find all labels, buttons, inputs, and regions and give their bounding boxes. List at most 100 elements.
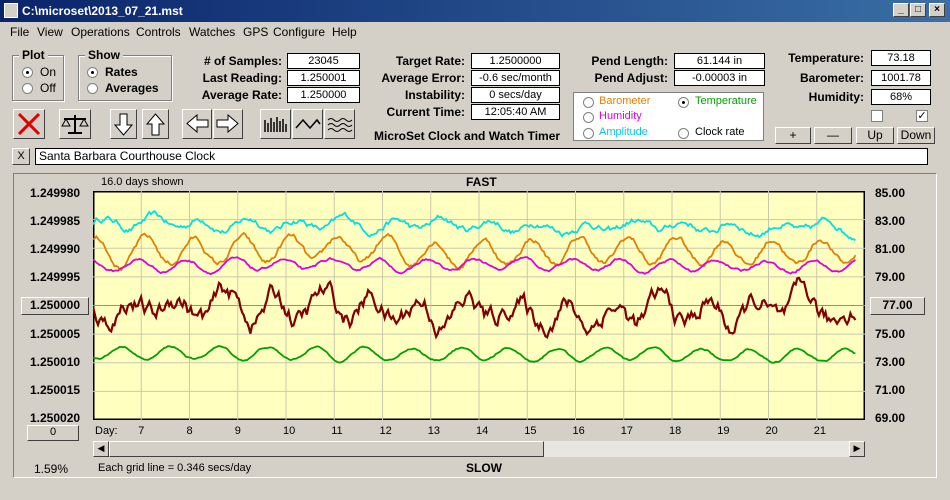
right-value-button[interactable]: 77.00 bbox=[870, 297, 925, 315]
checkbox-right[interactable]: ✓ bbox=[916, 110, 928, 122]
wave-icon bbox=[295, 118, 321, 130]
show-rates-label: Rates bbox=[105, 65, 138, 79]
current-time-label: Current Time: bbox=[386, 105, 465, 119]
last-reading-value: 1.250001 bbox=[287, 70, 360, 86]
day-tick-label: 18 bbox=[669, 425, 682, 437]
samples-value: 23045 bbox=[287, 53, 360, 69]
red-x-icon bbox=[17, 112, 41, 136]
close-window-button[interactable]: × bbox=[929, 3, 945, 17]
right-tick-label: 69.00 bbox=[875, 411, 906, 425]
arrow-right-icon bbox=[216, 113, 239, 134]
average-rate-label: Average Rate: bbox=[201, 88, 282, 102]
bar-view-button[interactable] bbox=[260, 109, 291, 139]
down-button[interactable]: Down bbox=[897, 127, 935, 144]
right-tick-label: 79.00 bbox=[875, 270, 906, 284]
average-rate-value: 1.250000 bbox=[287, 87, 360, 103]
right-tick-label: 81.00 bbox=[875, 242, 906, 256]
checkbox-left[interactable] bbox=[871, 110, 883, 122]
last-reading-label: Last Reading: bbox=[202, 71, 282, 85]
grid-note: Each grid line = 0.346 secs/day bbox=[98, 462, 252, 474]
series-line-amplitude bbox=[93, 209, 856, 242]
app-icon bbox=[4, 3, 18, 18]
day-tick-label: 20 bbox=[765, 425, 778, 437]
clock-name-input[interactable]: Santa Barbara Courthouse Clock bbox=[35, 148, 928, 165]
right-tick-label: 85.00 bbox=[875, 186, 906, 200]
temperature-radio[interactable] bbox=[678, 97, 689, 108]
instability-value: 0 secs/day bbox=[471, 87, 560, 103]
scroll-left-button[interactable]: ◀ bbox=[93, 441, 109, 457]
calibrate-button[interactable] bbox=[59, 109, 91, 139]
temperature-label: Temperature: bbox=[788, 51, 864, 65]
scroll-right-button[interactable]: ▶ bbox=[849, 441, 865, 457]
left-tick-label: 1.249980 bbox=[30, 186, 81, 200]
average-error-value: -0.6 sec/month bbox=[471, 70, 560, 86]
plot-off-label: Off bbox=[40, 81, 56, 95]
menu-configure[interactable]: Configure bbox=[273, 25, 326, 39]
slow-label: SLOW bbox=[466, 461, 502, 475]
window-title: C:\microset\2013_07_21.mst bbox=[22, 4, 183, 18]
scroll-thumb[interactable] bbox=[109, 441, 544, 457]
menu-bar: File View Operations Controls Watches GP… bbox=[0, 22, 950, 42]
instability-label: Instability: bbox=[404, 88, 465, 102]
pend-length-value: 61.144 in bbox=[674, 53, 765, 69]
noise-icon bbox=[327, 118, 353, 132]
show-averages-label: Averages bbox=[105, 81, 159, 95]
left-arrow-button[interactable] bbox=[182, 109, 212, 139]
minimize-button[interactable]: _ bbox=[893, 3, 909, 17]
series-line-humidity bbox=[93, 256, 856, 276]
series-line-temperature bbox=[93, 345, 856, 364]
day-tick-label: 17 bbox=[620, 425, 633, 437]
time-scrollbar[interactable]: ◀ ▶ bbox=[93, 441, 865, 457]
target-rate-value: 1.2500000 bbox=[471, 53, 560, 69]
amplitude-radio[interactable] bbox=[583, 128, 594, 139]
left-tick-label: 1.250005 bbox=[30, 327, 81, 341]
left-tick-label: 1.250015 bbox=[30, 383, 81, 397]
up-button[interactable]: Up bbox=[856, 127, 894, 144]
menu-help[interactable]: Help bbox=[332, 25, 357, 39]
days-shown-label: 16.0 days shown bbox=[101, 176, 184, 188]
maximize-button[interactable]: □ bbox=[910, 3, 926, 17]
day-tick-label: 16 bbox=[572, 425, 585, 437]
fast-label: FAST bbox=[466, 175, 497, 189]
menu-gps[interactable]: GPS bbox=[243, 25, 269, 39]
menu-file[interactable]: File bbox=[10, 25, 30, 39]
stop-button[interactable] bbox=[13, 109, 45, 139]
plot-group-title: Plot bbox=[19, 48, 48, 62]
humidity-legend-label: Humidity bbox=[599, 110, 642, 122]
clock-rate-radio[interactable] bbox=[678, 128, 689, 139]
up-arrow-button[interactable] bbox=[142, 109, 169, 139]
minus-button[interactable]: — bbox=[814, 127, 852, 144]
menu-watches[interactable]: Watches bbox=[189, 25, 236, 39]
humidity-radio[interactable] bbox=[583, 112, 594, 123]
plot-on-radio[interactable] bbox=[22, 67, 33, 78]
rate-chart bbox=[93, 191, 865, 420]
plus-button[interactable]: + bbox=[775, 127, 811, 144]
barometer-value: 1001.78 bbox=[871, 70, 931, 86]
show-rates-radio[interactable] bbox=[87, 67, 98, 78]
day-tick-label: 9 bbox=[234, 425, 241, 437]
day-tick-label: 19 bbox=[717, 425, 730, 437]
barometer-radio[interactable] bbox=[583, 97, 594, 108]
pend-adjust-value: -0.00003 in bbox=[674, 70, 765, 86]
menu-view[interactable]: View bbox=[37, 25, 63, 39]
scale-icon bbox=[61, 115, 89, 134]
series-line-clock-rate bbox=[93, 276, 857, 340]
show-averages-radio[interactable] bbox=[87, 83, 98, 94]
barometer-legend-label: Barometer bbox=[599, 95, 651, 107]
close-clock-button[interactable]: X bbox=[12, 148, 30, 165]
show-group: Show Rates Averages bbox=[78, 48, 172, 101]
menu-operations[interactable]: Operations bbox=[71, 25, 130, 39]
right-arrow-button[interactable] bbox=[213, 109, 243, 139]
zero-button[interactable]: 0 bbox=[27, 425, 79, 441]
day-tick-label: 8 bbox=[186, 425, 193, 437]
day-tick-label: 11 bbox=[331, 425, 343, 437]
left-tick-label: 1.249990 bbox=[30, 242, 81, 256]
wave-view-button[interactable] bbox=[292, 109, 323, 139]
menu-controls[interactable]: Controls bbox=[136, 25, 181, 39]
noise-view-button[interactable] bbox=[324, 109, 355, 139]
left-tick-label: 1.249995 bbox=[30, 270, 81, 284]
down-arrow-button[interactable] bbox=[110, 109, 137, 139]
plot-off-radio[interactable] bbox=[22, 83, 33, 94]
center-rate-button[interactable]: 1.250000 bbox=[21, 297, 89, 315]
day-tick-label: 14 bbox=[476, 425, 489, 437]
